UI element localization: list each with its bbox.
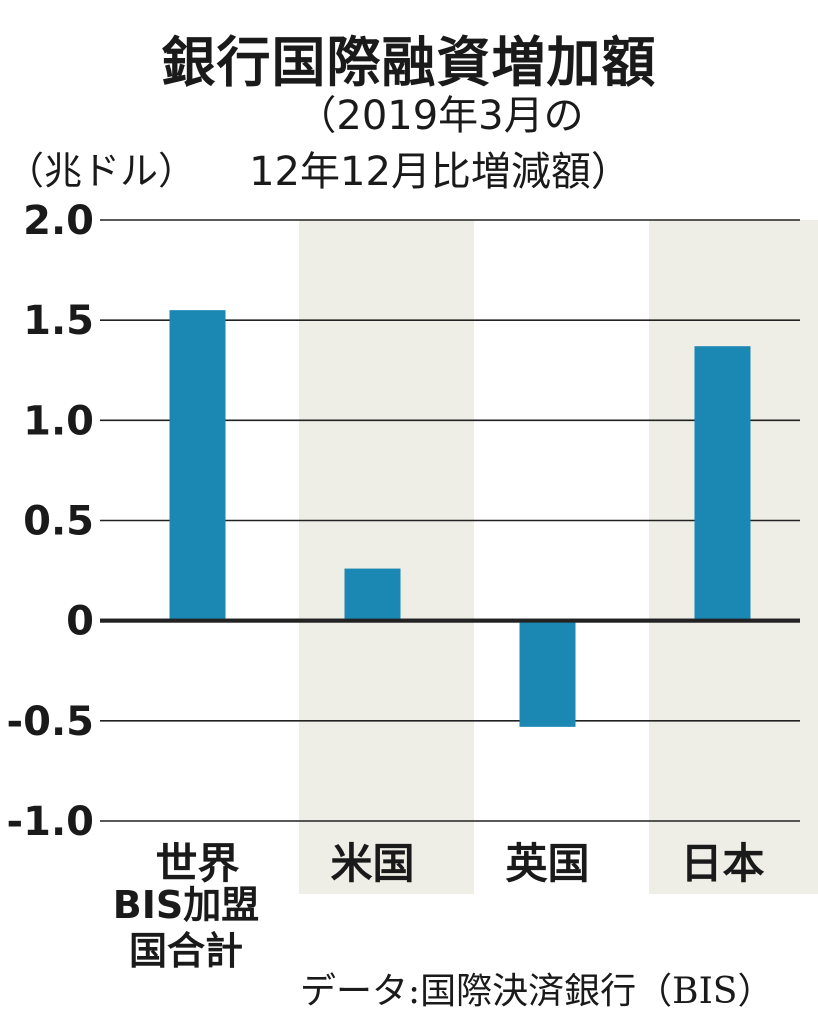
category-label: 英国 <box>505 839 589 888</box>
y-tick-label: -0.5 <box>7 699 94 745</box>
y-tick-label: 1.0 <box>23 398 94 444</box>
category-label: 米国 <box>330 839 414 888</box>
chart-title: 銀行国際融資増加額 <box>161 31 657 94</box>
bar <box>344 568 401 621</box>
category-label: 日本 <box>680 839 764 888</box>
y-tick-label: 0 <box>66 599 94 645</box>
subtitle-line-2: 12年12月比増減額） <box>249 149 631 195</box>
chart-subtitle: （2019年3月の 12年12月比増減額） <box>180 88 700 200</box>
category-label: 世界 <box>155 839 239 888</box>
y-axis-unit-label: （兆ドル） <box>6 149 197 193</box>
y-tick-label: 1.5 <box>23 298 94 344</box>
background-band <box>299 220 474 894</box>
y-tick-label: 0.5 <box>23 499 94 545</box>
category-note-line-1: BIS加盟 <box>112 883 260 927</box>
bar <box>694 346 751 621</box>
y-tick-label: 2.0 <box>23 198 94 244</box>
bar <box>169 310 226 621</box>
subtitle-line-1: （2019年3月の <box>296 93 584 139</box>
y-tick-label: -1.0 <box>7 799 94 845</box>
bar <box>519 620 576 727</box>
category-note: BIS加盟 国合計 <box>96 882 276 974</box>
category-note-line-2: 国合計 <box>128 929 243 973</box>
source-credit: データ:国際決済銀行（BIS） <box>300 971 774 1012</box>
